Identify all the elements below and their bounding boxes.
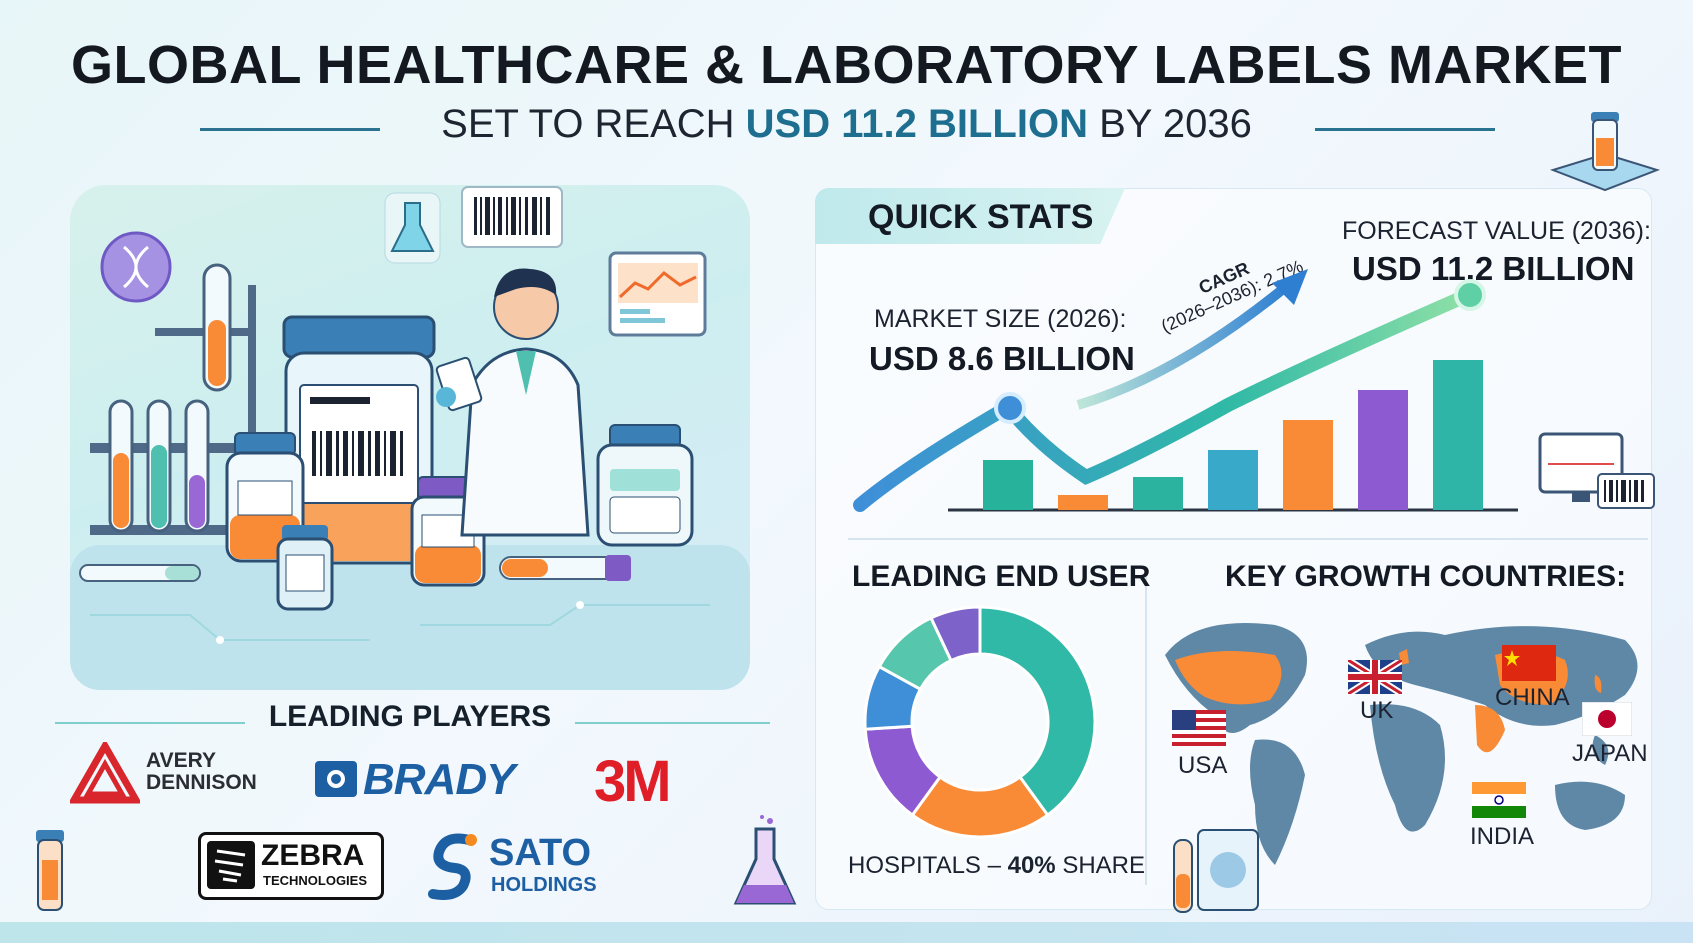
- country-label-usa: USA: [1178, 752, 1228, 779]
- growth-bar-6: [1358, 390, 1408, 510]
- subtitle-left-rule: [200, 128, 380, 131]
- market-size-value: USD 8.6 BILLION: [869, 340, 1135, 377]
- players-left-rule: [55, 722, 245, 724]
- panel-divider: [848, 538, 1648, 540]
- zebra-technologies-logo: ZEBRA TECHNOLOGIES: [198, 832, 384, 900]
- country-label-india: INDIA: [1470, 823, 1535, 850]
- avery-triangle-icon: [67, 738, 143, 804]
- country-label-china: CHINA: [1495, 684, 1570, 711]
- end-user-caption: HOSPITALS – 40% SHARE: [848, 852, 1145, 880]
- china-flag-icon: [1502, 645, 1556, 681]
- subtitle-suffix: BY 2036: [1087, 102, 1252, 146]
- growth-bar-4: [1208, 450, 1258, 510]
- country-label-uk: UK: [1360, 697, 1394, 724]
- conical-flask-icon: [733, 815, 797, 905]
- swab-tube: [79, 564, 201, 582]
- zebra-text: ZEBRA: [261, 839, 365, 872]
- flask-icon: [384, 192, 441, 264]
- tablet-globe-icon: [1173, 829, 1259, 913]
- brady-text: BRADY: [363, 755, 515, 804]
- lab-scene-graphic: [70, 186, 750, 690]
- growth-bar-7: [1433, 360, 1483, 510]
- sato-holdings-logo: SATO HOLDINGS: [425, 830, 625, 900]
- india-flag-icon: [1472, 782, 1526, 818]
- monitor-chart-icon: [608, 251, 707, 337]
- sato-swirl-icon: [428, 833, 477, 900]
- zebra-head-icon: [207, 841, 255, 889]
- blood-tube: [499, 555, 631, 581]
- 3m-logo: 3M: [594, 749, 672, 814]
- blue-vial: [276, 525, 334, 611]
- bars-group: [983, 360, 1483, 510]
- donut-slice-1: [978, 605, 1097, 818]
- uk-flag-icon: [1348, 660, 1402, 694]
- market-size-label: MARKET SIZE (2026):: [874, 305, 1127, 333]
- growth-bar-3: [1133, 477, 1183, 510]
- forecast-value: USD 11.2 BILLION: [1352, 250, 1635, 287]
- panel-vertical-divider: [1145, 575, 1147, 885]
- caption-prefix: HOSPITALS –: [848, 852, 1008, 879]
- quick-stats-tab: [815, 188, 1125, 244]
- end-user-heading: LEADING END USER: [852, 560, 1151, 593]
- medium-labeled-jar: [410, 476, 486, 587]
- growth-bar-5: [1283, 420, 1333, 510]
- subtitle-right-rule: [1315, 128, 1495, 131]
- sato-text: SATO: [489, 832, 592, 874]
- japan-flag-icon: [1582, 702, 1632, 736]
- dennison-text: DENNISON: [146, 771, 257, 794]
- cagr-arrowhead: [1272, 269, 1308, 305]
- page-title: GLOBAL HEALTHCARE & LABORATORY LABELS MA…: [71, 35, 1622, 95]
- growth-bar-chart: [853, 269, 1518, 512]
- page-subtitle: SET TO REACH USD 11.2 BILLION BY 2036: [0, 102, 1693, 147]
- avery-dennison-logo: AVERY DENNISON: [67, 738, 280, 804]
- growth-bar-1: [983, 460, 1033, 510]
- players-heading: LEADING PLAYERS: [268, 700, 552, 733]
- subtitle-prefix: SET TO REACH: [441, 102, 746, 146]
- countries-heading: KEY GROWTH COUNTRIES:: [1225, 560, 1627, 593]
- country-label-japan: JAPAN: [1572, 740, 1648, 767]
- players-right-rule: [575, 722, 770, 724]
- donut-slice-6: [929, 605, 982, 663]
- brady-logo: BRADY: [315, 755, 525, 805]
- brady-mark-icon: [315, 761, 357, 797]
- technologies-text: TECHNOLOGIES: [263, 873, 368, 888]
- end-user-donut-chart: [863, 605, 1097, 839]
- forecast-label: FORECAST VALUE (2036):: [1342, 217, 1651, 245]
- holdings-text: HOLDINGS: [491, 874, 597, 896]
- usa-flag-icon: [1172, 710, 1226, 746]
- subtitle-highlight: USD 11.2 BILLION: [745, 102, 1088, 146]
- trend-line: [853, 288, 1475, 512]
- test-tube-rack: [90, 399, 250, 535]
- footer-bar: [0, 922, 1693, 943]
- scientist-figure: [435, 268, 590, 537]
- test-tube-icon: [36, 830, 64, 911]
- barcode-icon: [461, 186, 563, 248]
- cagr-arrow: [1076, 281, 1292, 410]
- caption-suffix: SHARE: [1055, 852, 1146, 879]
- trend-start-marker: [994, 392, 1026, 424]
- labeled-specimen-jar: [282, 315, 436, 565]
- quick-stats-heading: QUICK STATS: [868, 198, 1094, 236]
- caption-share: 40%: [1007, 852, 1056, 879]
- barcode-scanner-monitor-icon: [1538, 432, 1655, 509]
- growth-bar-2: [1058, 495, 1108, 510]
- sample-container: [596, 424, 694, 547]
- avery-text: AVERY: [146, 749, 217, 772]
- vial-platform-icon: [1549, 112, 1661, 192]
- laboratory-illustration: [70, 185, 750, 690]
- trend-end-marker: [1454, 279, 1486, 311]
- test-tube-stand: [155, 263, 256, 535]
- dna-icon: [100, 231, 172, 303]
